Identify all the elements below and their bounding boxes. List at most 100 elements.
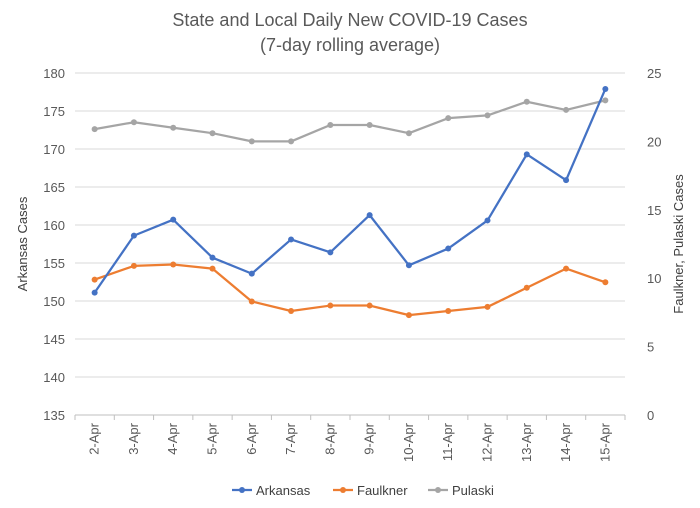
faulkner-point [484, 303, 491, 310]
series-pulaski [91, 97, 609, 145]
right-axis-ticks: 0 5 10 15 20 25 [647, 66, 661, 423]
faulkner-point [288, 308, 295, 315]
gridlines [75, 72, 625, 416]
pulaski-point [248, 138, 255, 145]
arkansas-point [445, 245, 452, 252]
pulaski-point [327, 121, 334, 128]
legend-label: Pulaski [452, 483, 494, 498]
x-tick-label: 9-Apr [362, 422, 377, 454]
chart-title: State and Local Daily New COVID-19 Cases [172, 10, 527, 30]
x-tick-label: 10-Apr [401, 422, 416, 462]
right-tick-label: 10 [647, 271, 661, 286]
legend: Arkansas Faulkner Pulaski [232, 483, 494, 498]
left-tick-label: 180 [43, 66, 65, 81]
x-tick-label: 6-Apr [244, 422, 259, 454]
left-tick-label: 170 [43, 142, 65, 157]
x-tick-label: 4-Apr [165, 422, 180, 454]
right-tick-label: 15 [647, 203, 661, 218]
arkansas-point [288, 236, 295, 243]
faulkner-point [445, 308, 452, 315]
series-faulkner [91, 261, 609, 319]
legend-marker [435, 487, 441, 493]
arkansas-point [91, 289, 98, 296]
faulkner-point [366, 302, 373, 309]
pulaski-point [602, 97, 609, 104]
right-tick-label: 5 [647, 340, 654, 355]
pulaski-point [130, 119, 137, 126]
pulaski-point [484, 112, 491, 119]
arkansas-point [130, 232, 137, 239]
arkansas-point [248, 270, 255, 277]
x-tick-label: 14-Apr [558, 422, 573, 462]
left-tick-label: 150 [43, 294, 65, 309]
faulkner-point [405, 312, 412, 319]
pulaski-point [209, 130, 216, 137]
x-tick-label: 11-Apr [440, 422, 455, 461]
faulkner-point [563, 265, 570, 272]
x-tick-label: 7-Apr [283, 422, 298, 454]
left-tick-label: 165 [43, 180, 65, 195]
legend-label: Faulkner [357, 483, 408, 498]
pulaski-point [523, 98, 530, 105]
x-tick-label: 8-Apr [322, 422, 337, 454]
right-tick-label: 25 [647, 66, 661, 81]
faulkner-point [209, 265, 216, 272]
pulaski-point [288, 138, 295, 145]
left-tick-label: 155 [43, 256, 65, 271]
arkansas-line [93, 88, 607, 294]
legend-label: Arkansas [256, 483, 311, 498]
left-tick-label: 160 [43, 218, 65, 233]
left-tick-label: 175 [43, 104, 65, 119]
legend-item-pulaski: Pulaski [428, 483, 494, 498]
left-axis-label: Arkansas Cases [15, 196, 30, 291]
legend-item-faulkner: Faulkner [333, 483, 408, 498]
arkansas-point [366, 212, 373, 219]
legend-marker [340, 487, 346, 493]
arkansas-point [563, 177, 570, 184]
arkansas-point [523, 151, 530, 158]
x-tick-label: 2-Apr [87, 422, 102, 454]
arkansas-point [209, 254, 216, 261]
pulaski-point [563, 106, 570, 113]
series-lines [91, 85, 609, 319]
arkansas-point [484, 217, 491, 224]
left-axis-ticks: 135 140 145 150 155 160 165 170 175 180 [43, 66, 65, 423]
faulkner-point [170, 261, 177, 268]
faulkner-line [94, 263, 606, 317]
pulaski-point [405, 130, 412, 137]
x-tick-label: 5-Apr [205, 422, 220, 454]
left-tick-label: 140 [43, 370, 65, 385]
faulkner-point [523, 284, 530, 291]
pulaski-point [366, 121, 373, 128]
arkansas-point [405, 262, 412, 269]
left-tick-label: 145 [43, 332, 65, 347]
pulaski-point [170, 124, 177, 131]
x-axis-ticks: 2-Apr 3-Apr 4-Apr 5-Apr 6-Apr 7-Apr 8-Apr 9-Apr… [74, 414, 626, 462]
pulaski-point [445, 115, 452, 122]
right-axis-label: Faulkner, Pulaski Cases [671, 174, 686, 314]
right-tick-label: 0 [647, 408, 654, 423]
chart-subtitle: (7-day rolling average) [260, 35, 440, 55]
arkansas-point [170, 216, 177, 223]
faulkner-point [130, 262, 137, 269]
faulkner-point [91, 276, 98, 283]
arkansas-point [602, 85, 609, 92]
left-tick-label: 135 [43, 408, 65, 423]
right-tick-label: 20 [647, 134, 661, 149]
x-tick-label: 13-Apr [519, 422, 534, 462]
legend-item-arkansas: Arkansas [232, 483, 311, 498]
arkansas-point [327, 249, 334, 256]
faulkner-point [327, 302, 334, 309]
legend-marker [239, 487, 245, 493]
x-tick-label: 3-Apr [126, 422, 141, 454]
x-tick-label: 15-Apr [597, 422, 612, 462]
pulaski-line [94, 99, 606, 143]
pulaski-point [91, 126, 98, 133]
faulkner-point [602, 279, 609, 286]
x-tick-label: 12-Apr [480, 422, 495, 462]
faulkner-point [248, 298, 255, 305]
series-arkansas [91, 85, 609, 296]
